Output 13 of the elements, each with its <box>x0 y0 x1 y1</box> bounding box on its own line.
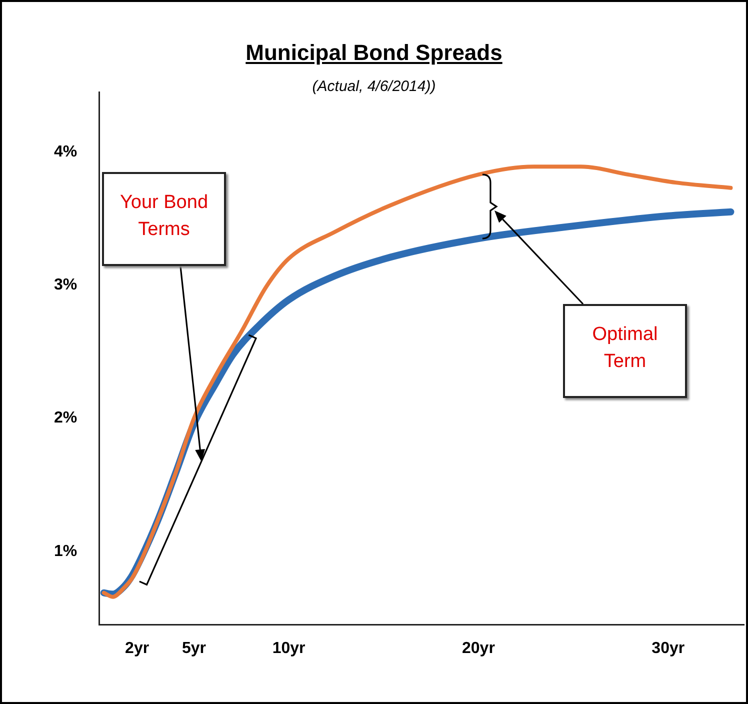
annotation: Optimal Term <box>591 323 659 374</box>
annotation: Your Bond Terms <box>118 191 210 242</box>
x-tick-label: 30yr <box>652 640 685 657</box>
y-tick-label: 2% <box>54 410 78 427</box>
chart-title: Municipal Bond Spreads <box>244 40 504 66</box>
y-tick-label: 1% <box>54 542 78 560</box>
x-tick-label: 2yr <box>125 640 150 657</box>
y-tick-label: 3% <box>54 276 78 294</box>
chart-subtitle: (Actual, 4/6/2014)) <box>311 78 437 95</box>
x-tick-label: 20yr <box>462 640 495 657</box>
x-tick-label: 10yr <box>272 640 306 657</box>
y-tick-label: 4% <box>54 143 78 160</box>
x-tick-label: 5yr <box>182 640 206 657</box>
